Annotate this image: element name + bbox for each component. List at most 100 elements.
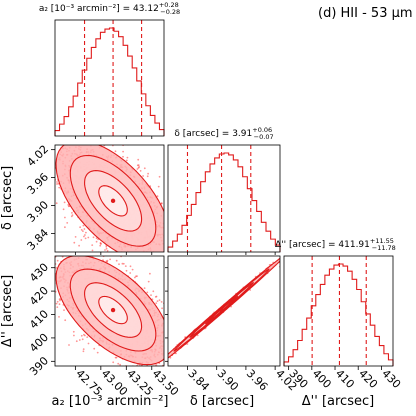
sample-point [181, 325, 183, 327]
sample-point [169, 332, 171, 334]
sample-point [80, 142, 82, 144]
sample-point [137, 158, 140, 161]
sample-point [72, 232, 74, 234]
sample-point [146, 280, 148, 282]
sample-point [178, 319, 180, 321]
sample-point [160, 202, 163, 205]
sample-point [64, 319, 67, 322]
sample-point [62, 208, 65, 211]
sample-point [73, 117, 75, 119]
sample-point [169, 336, 171, 338]
sample-point [182, 367, 184, 369]
sample-point [99, 242, 102, 245]
sample-point [249, 289, 252, 291]
sample-point [122, 150, 124, 153]
x-tick-label: 3.90 [215, 367, 242, 394]
sample-point [105, 245, 108, 248]
sample-point [59, 299, 61, 302]
sample-point [95, 240, 98, 243]
sample-point [102, 122, 104, 124]
sample-point [131, 268, 134, 271]
sample-point [165, 263, 167, 265]
sample-point [51, 184, 53, 186]
sample-point [170, 220, 172, 222]
sample-point [166, 357, 168, 359]
sample-point [87, 342, 90, 345]
y-axis-label-Delta: Δ'' [arcsec] [0, 275, 15, 347]
sample-point [52, 137, 54, 139]
sample-point [58, 112, 60, 114]
sample-point [173, 344, 175, 346]
sample-point [53, 269, 55, 271]
sample-point [84, 242, 86, 244]
sample-point [95, 237, 98, 240]
sample-point [169, 219, 171, 221]
sample-point [200, 263, 202, 265]
sample-point [284, 252, 286, 254]
sample-point [130, 253, 132, 255]
sample-point [143, 167, 146, 170]
sample-point [166, 355, 168, 357]
histogram-Delta [283, 256, 394, 366]
sample-point [56, 116, 58, 118]
sample-point [185, 359, 187, 361]
sample-point [80, 119, 82, 121]
sample-point [56, 121, 58, 123]
y-axis-label-delta: δ [arcsec] [0, 166, 15, 230]
sample-point [164, 293, 166, 295]
sample-point [129, 272, 132, 274]
sample-point [104, 249, 106, 251]
y-tick-label: 3.90 [25, 198, 52, 225]
sample-point [175, 352, 177, 355]
sample-point [88, 248, 90, 250]
sample-point [139, 170, 142, 172]
y-tick-label: 420 [27, 284, 51, 308]
sample-point [154, 263, 156, 265]
sample-point [85, 231, 87, 234]
sample-point [105, 247, 108, 250]
y-tick-label: 410 [27, 307, 51, 331]
sample-point [49, 240, 51, 242]
sample-point [149, 372, 151, 374]
panel-title-delta: δ [arcsec] = 3.91+0.06 −0.07 [174, 126, 273, 141]
sample-point [96, 351, 99, 354]
sample-point [39, 257, 41, 259]
sample-point [85, 132, 87, 134]
sample-point [165, 252, 167, 254]
sample-point [91, 249, 94, 252]
sample-point [132, 273, 134, 275]
sample-point [71, 214, 74, 217]
sample-point [40, 163, 42, 165]
sample-point [146, 375, 148, 377]
sample-point [157, 185, 160, 188]
sample-point [148, 275, 150, 277]
sample-point [165, 218, 167, 220]
sample-point [284, 254, 286, 256]
sample-point [66, 126, 68, 128]
sample-point [165, 318, 167, 320]
y-tick-label: 430 [27, 261, 51, 285]
sample-point [134, 271, 136, 273]
y-tick-label: 390 [27, 354, 51, 378]
sample-point [99, 141, 101, 143]
sample-point [82, 348, 85, 350]
sample-point [63, 201, 66, 204]
sample-point [172, 220, 174, 222]
sample-point [149, 272, 151, 275]
sample-point [48, 200, 50, 202]
sample-point [174, 225, 176, 227]
sample-point [155, 254, 157, 256]
sample-point [182, 323, 184, 325]
sample-point [48, 225, 50, 227]
sample-point [149, 370, 151, 372]
sample-point [143, 373, 145, 375]
sample-point [166, 365, 168, 367]
sample-point [91, 142, 93, 144]
x-tick-label: 410 [333, 367, 357, 391]
sample-point [288, 252, 290, 254]
sample-point [145, 372, 147, 374]
sample-point [149, 263, 151, 265]
sample-point [73, 241, 76, 244]
sample-point [147, 172, 150, 175]
sample-point [129, 265, 132, 268]
